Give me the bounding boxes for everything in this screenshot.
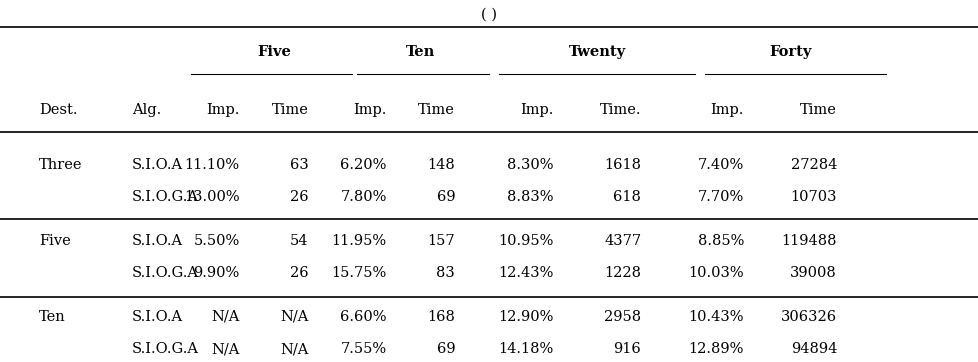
- Text: Time: Time: [799, 104, 836, 117]
- Text: 7.70%: 7.70%: [697, 190, 743, 204]
- Text: 7.80%: 7.80%: [340, 190, 386, 204]
- Text: 13.00%: 13.00%: [184, 190, 240, 204]
- Text: 11.10%: 11.10%: [185, 158, 240, 172]
- Text: 27284: 27284: [790, 158, 836, 172]
- Text: 10.95%: 10.95%: [497, 234, 553, 248]
- Text: 8.83%: 8.83%: [507, 190, 553, 204]
- Text: Time.: Time.: [600, 104, 641, 117]
- Text: Imp.: Imp.: [353, 104, 386, 117]
- Text: 916: 916: [613, 342, 641, 356]
- Text: 306326: 306326: [780, 310, 836, 324]
- Text: Ten: Ten: [406, 46, 435, 59]
- Text: Time: Time: [271, 104, 308, 117]
- Text: 9.90%: 9.90%: [194, 266, 240, 280]
- Text: 5.50%: 5.50%: [194, 234, 240, 248]
- Text: 69: 69: [436, 190, 455, 204]
- Text: S.I.O.G.A: S.I.O.G.A: [132, 342, 199, 356]
- Text: 12.43%: 12.43%: [497, 266, 553, 280]
- Text: Five: Five: [39, 234, 70, 248]
- Text: Time: Time: [418, 104, 455, 117]
- Text: N/A: N/A: [280, 342, 308, 356]
- Text: S.I.O.A: S.I.O.A: [132, 310, 183, 324]
- Text: 83: 83: [436, 266, 455, 280]
- Text: 54: 54: [289, 234, 308, 248]
- Text: Ten: Ten: [39, 310, 66, 324]
- Text: 39008: 39008: [789, 266, 836, 280]
- Text: 4377: 4377: [603, 234, 641, 248]
- Text: 12.90%: 12.90%: [497, 310, 553, 324]
- Text: ( ): ( ): [481, 8, 497, 21]
- Text: Imp.: Imp.: [519, 104, 553, 117]
- Text: 157: 157: [427, 234, 455, 248]
- Text: Three: Three: [39, 158, 82, 172]
- Text: 10.03%: 10.03%: [688, 266, 743, 280]
- Text: N/A: N/A: [211, 310, 240, 324]
- Text: Imp.: Imp.: [710, 104, 743, 117]
- Text: 10703: 10703: [790, 190, 836, 204]
- Text: S.I.O.A: S.I.O.A: [132, 158, 183, 172]
- Text: Alg.: Alg.: [132, 104, 161, 117]
- Text: 6.20%: 6.20%: [340, 158, 386, 172]
- Text: 2958: 2958: [603, 310, 641, 324]
- Text: 15.75%: 15.75%: [332, 266, 386, 280]
- Text: 26: 26: [289, 190, 308, 204]
- Text: 11.95%: 11.95%: [332, 234, 386, 248]
- Text: 618: 618: [613, 190, 641, 204]
- Text: Five: Five: [257, 46, 290, 59]
- Text: 8.85%: 8.85%: [697, 234, 743, 248]
- Text: 10.43%: 10.43%: [688, 310, 743, 324]
- Text: 148: 148: [427, 158, 455, 172]
- Text: 69: 69: [436, 342, 455, 356]
- Text: 119488: 119488: [780, 234, 836, 248]
- Text: 7.55%: 7.55%: [340, 342, 386, 356]
- Text: 12.89%: 12.89%: [688, 342, 743, 356]
- Text: 63: 63: [289, 158, 308, 172]
- Text: 26: 26: [289, 266, 308, 280]
- Text: Twenty: Twenty: [568, 46, 625, 59]
- Text: Imp.: Imp.: [206, 104, 240, 117]
- Text: S.I.O.A: S.I.O.A: [132, 234, 183, 248]
- Text: 1618: 1618: [603, 158, 641, 172]
- Text: 168: 168: [427, 310, 455, 324]
- Text: 8.30%: 8.30%: [507, 158, 553, 172]
- Text: 1228: 1228: [603, 266, 641, 280]
- Text: N/A: N/A: [211, 342, 240, 356]
- Text: S.I.O.G.A: S.I.O.G.A: [132, 190, 199, 204]
- Text: 94894: 94894: [790, 342, 836, 356]
- Text: 7.40%: 7.40%: [697, 158, 743, 172]
- Text: 6.60%: 6.60%: [340, 310, 386, 324]
- Text: Dest.: Dest.: [39, 104, 77, 117]
- Text: N/A: N/A: [280, 310, 308, 324]
- Text: 14.18%: 14.18%: [498, 342, 553, 356]
- Text: Forty: Forty: [769, 46, 812, 59]
- Text: S.I.O.G.A: S.I.O.G.A: [132, 266, 199, 280]
